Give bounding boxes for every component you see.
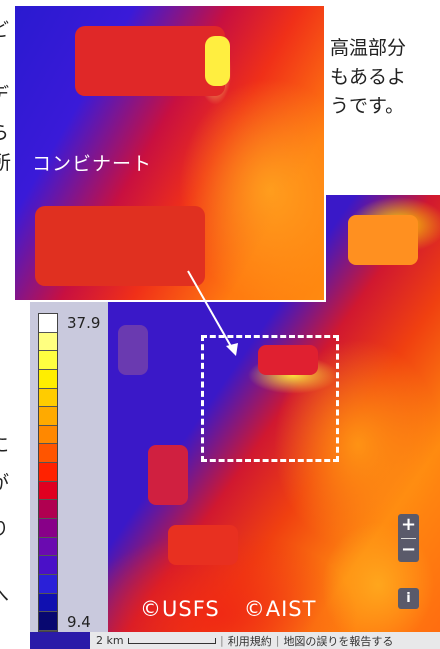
map-blob — [148, 445, 188, 505]
legend-swatch — [39, 463, 57, 482]
legend-swatch — [39, 593, 57, 613]
inset-blob — [35, 206, 205, 286]
scale-line — [127, 637, 216, 644]
legend-swatch — [39, 425, 57, 445]
note-line: うです。 — [330, 95, 405, 117]
annotation-note: 高温部分 もあるよ うです。 — [330, 34, 440, 121]
clipped-text-5: に — [0, 430, 9, 457]
legend-swatch — [39, 519, 57, 538]
scale-label: 2 km — [96, 634, 124, 647]
zoom-out-button[interactable]: − — [400, 539, 417, 560]
legend-swatch — [39, 500, 57, 520]
legend-swatch — [39, 537, 57, 557]
map-blob — [118, 325, 148, 375]
terms-link[interactable]: 利用規約 — [227, 634, 272, 648]
inset-blob — [205, 36, 230, 86]
legend-swatch — [39, 612, 57, 631]
legend-color-bar — [38, 313, 58, 632]
inset-label: コンビナート — [32, 153, 153, 175]
clipped-text-1: ど — [0, 15, 9, 42]
map-blob — [258, 345, 318, 375]
legend-swatch — [39, 314, 57, 333]
report-error-link[interactable]: 地図の誤りを報告する — [283, 634, 394, 648]
map-blob — [168, 525, 238, 565]
legend-swatch — [39, 388, 57, 408]
credit-usfs: ©USFS — [140, 597, 220, 621]
zoom-control: + − — [398, 514, 419, 562]
inset-blob — [75, 26, 225, 96]
zoom-in-button[interactable]: + — [400, 514, 417, 535]
note-line: もあるよ — [330, 66, 407, 88]
note-line: 高温部分 — [330, 37, 407, 59]
legend-swatch — [39, 556, 57, 575]
highlight-box — [201, 335, 339, 462]
legend-swatch — [39, 407, 57, 426]
info-button[interactable]: i — [398, 588, 419, 609]
clipped-text-7: り — [0, 514, 9, 541]
clipped-text-4: 所 — [0, 152, 12, 174]
legend-swatch — [39, 332, 57, 352]
temperature-legend: 37.9 9.4 — [30, 300, 108, 632]
footer-separator: | — [220, 634, 224, 647]
map-footer: 2 km | 利用規約 | 地図の誤りを報告する — [90, 632, 440, 649]
clipped-text-8: へ — [0, 580, 9, 607]
legend-swatch — [39, 481, 57, 501]
legend-max-label: 37.9 — [67, 314, 101, 332]
legend-swatch — [39, 351, 57, 370]
legend-swatch — [39, 369, 57, 389]
legend-min-label: 9.4 — [67, 613, 91, 631]
map-credits: ©USFS ©AIST — [140, 597, 340, 621]
scale-bar: 2 km — [96, 634, 216, 647]
clipped-text-2: デ — [0, 80, 9, 107]
map-blob — [348, 215, 418, 265]
zoom-divider — [401, 538, 416, 539]
legend-swatch — [39, 444, 57, 464]
clipped-text-6: が — [0, 468, 9, 495]
clipped-text-3: ら — [0, 118, 9, 145]
credit-aist: ©AIST — [243, 597, 317, 621]
legend-swatch — [39, 574, 57, 594]
zoom-inset: コンビナート — [13, 4, 326, 302]
footer-separator: | — [275, 634, 280, 647]
